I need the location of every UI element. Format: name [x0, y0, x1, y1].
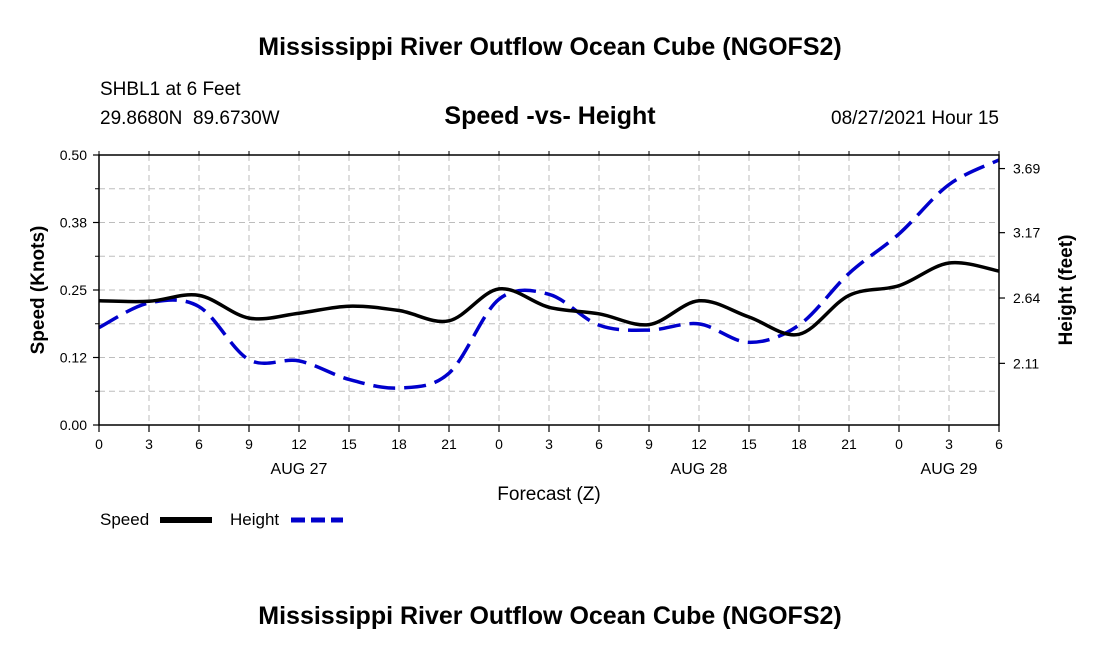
y-tick-label: 0.25	[60, 282, 87, 298]
x-tick-label: 0	[495, 436, 503, 452]
y2-axis-label: Height (feet)	[1056, 235, 1077, 346]
y-tick-label: 0.00	[60, 417, 87, 433]
y-tick-label: 0.38	[60, 215, 87, 231]
date-label: AUG 27	[271, 461, 328, 478]
x-tick-label: 12	[291, 436, 307, 452]
y2-tick-label: 2.11	[1013, 355, 1039, 371]
series-line-height	[98, 158, 1000, 390]
station-coords: 29.8680N 89.6730W	[100, 108, 280, 129]
date-label: AUG 28	[671, 461, 728, 478]
x-tick-label: 3	[545, 436, 553, 452]
legend-speed-label: Speed	[100, 510, 149, 529]
x-tick-label: 0	[895, 436, 903, 452]
legend-height-label: Height	[230, 510, 279, 529]
x-tick-label: 15	[741, 436, 757, 452]
y-tick-label: 0.50	[60, 147, 87, 163]
y2-tick-label: 3.17	[1013, 225, 1040, 241]
y2-tick-label: 3.69	[1013, 161, 1040, 177]
y2-tick-label: 2.64	[1013, 290, 1040, 306]
x-tick-label: 9	[245, 436, 253, 452]
y-tick-label: 0.12	[60, 350, 87, 366]
grid	[99, 155, 999, 425]
y-axis-label: Speed (Knots)	[28, 226, 49, 355]
x-tick-label: 9	[645, 436, 653, 452]
x-tick-label: 18	[791, 436, 807, 452]
x-tick-label: 6	[595, 436, 603, 452]
x-tick-label: 12	[691, 436, 707, 452]
chart-title-top: Mississippi River Outflow Ocean Cube (NG…	[258, 33, 841, 61]
x-tick-label: 15	[341, 436, 357, 452]
chart-subtitle: Speed -vs- Height	[444, 102, 656, 130]
chart-title-bottom: Mississippi River Outflow Ocean Cube (NG…	[258, 602, 841, 630]
x-axis-label: Forecast (Z)	[497, 484, 600, 505]
axes: 0 3 6 9 12 15 18 21 0 3 6 9 12 15 18 21 0 3 6 0.00 0.12 0.25 0…	[60, 147, 1041, 478]
x-tick-label: 3	[145, 436, 153, 452]
x-tick-label: 21	[841, 436, 857, 452]
series-layer	[98, 158, 1000, 390]
date-label: AUG 29	[921, 461, 978, 478]
x-tick-label: 6	[995, 436, 1003, 452]
x-tick-label: 0	[95, 436, 103, 452]
x-tick-label: 3	[945, 436, 953, 452]
legend: Speed Height	[100, 510, 343, 529]
x-tick-label: 21	[441, 436, 457, 452]
x-tick-label: 18	[391, 436, 407, 452]
series-line-speed	[98, 260, 1000, 337]
forecast-datetime: 08/27/2021 Hour 15	[831, 108, 999, 129]
x-tick-label: 6	[195, 436, 203, 452]
station-label: SHBL1 at 6 Feet	[100, 79, 241, 100]
